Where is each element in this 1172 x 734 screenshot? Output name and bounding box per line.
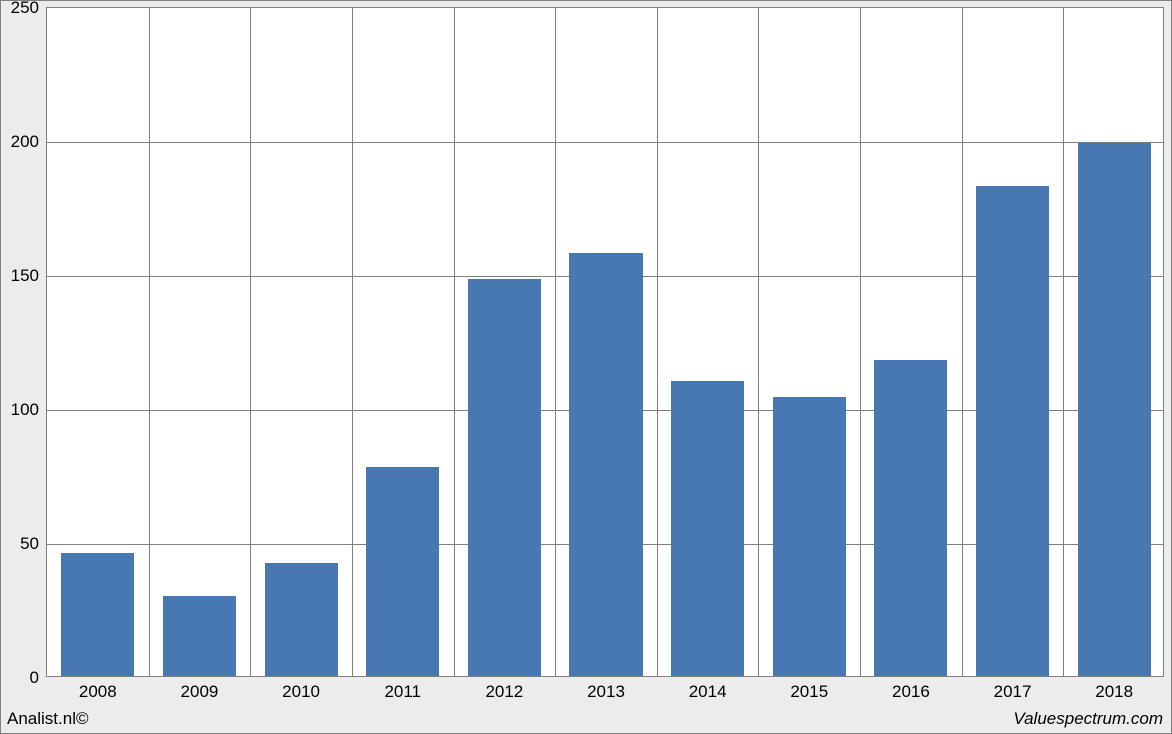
gridline-v: [454, 8, 455, 676]
gridline-v: [352, 8, 353, 676]
x-tick-label: 2010: [282, 676, 320, 702]
gridline-v: [657, 8, 658, 676]
footer-right: Valuespectrum.com: [1013, 709, 1163, 729]
y-tick-label: 250: [11, 0, 47, 18]
y-tick-label: 50: [20, 534, 47, 554]
gridline-v: [962, 8, 963, 676]
gridline-v: [1063, 8, 1064, 676]
x-tick-label: 2012: [485, 676, 523, 702]
y-tick-label: 0: [30, 668, 47, 688]
gridline-v: [860, 8, 861, 676]
y-tick-label: 150: [11, 266, 47, 286]
bar: [468, 279, 541, 676]
chart-container: 0 50 100 150 200 250 2008 2009 2010 2011 2012 2013 2…: [0, 0, 1172, 734]
x-tick-label: 2009: [181, 676, 219, 702]
x-tick-label: 2014: [689, 676, 727, 702]
x-tick-label: 2013: [587, 676, 625, 702]
gridline-v: [555, 8, 556, 676]
y-tick-label: 100: [11, 400, 47, 420]
gridline-h: [47, 142, 1163, 143]
gridline-v: [149, 8, 150, 676]
gridline-v: [758, 8, 759, 676]
bar: [61, 553, 134, 676]
x-tick-label: 2015: [790, 676, 828, 702]
bar: [163, 596, 236, 676]
x-tick-label: 2016: [892, 676, 930, 702]
x-tick-label: 2008: [79, 676, 117, 702]
x-tick-label: 2017: [994, 676, 1032, 702]
bar: [671, 381, 744, 676]
bar: [874, 360, 947, 676]
y-tick-label: 200: [11, 132, 47, 152]
bar: [773, 397, 846, 676]
bar: [569, 253, 642, 676]
bar: [976, 186, 1049, 676]
gridline-v: [250, 8, 251, 676]
plot-area: 0501001502002502008200920102011201220132…: [46, 7, 1164, 677]
bar: [366, 467, 439, 676]
x-tick-label: 2011: [384, 676, 421, 702]
bar: [1078, 143, 1151, 676]
footer-left: Analist.nl©: [7, 709, 89, 729]
bar: [265, 563, 338, 676]
x-tick-label: 2018: [1095, 676, 1133, 702]
